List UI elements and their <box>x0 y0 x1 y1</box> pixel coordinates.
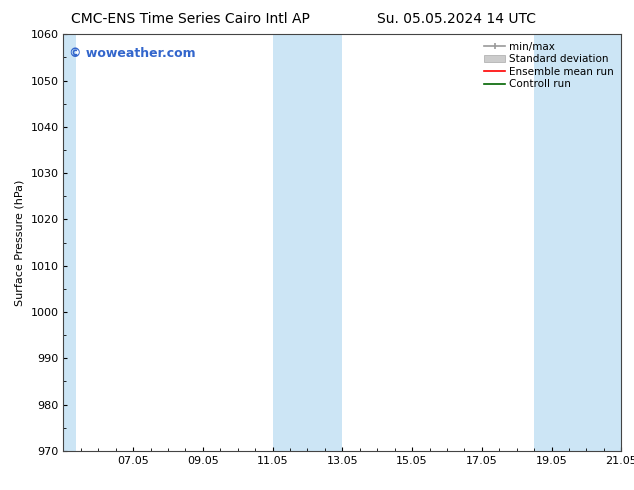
Legend: min/max, Standard deviation, Ensemble mean run, Controll run: min/max, Standard deviation, Ensemble me… <box>482 40 616 92</box>
Text: Su. 05.05.2024 14 UTC: Su. 05.05.2024 14 UTC <box>377 12 536 26</box>
Text: CMC-ENS Time Series Cairo Intl AP: CMC-ENS Time Series Cairo Intl AP <box>71 12 309 26</box>
Text: © woweather.com: © woweather.com <box>69 47 196 60</box>
Bar <box>63 34 75 451</box>
Bar <box>273 34 342 451</box>
Bar <box>534 34 621 451</box>
Y-axis label: Surface Pressure (hPa): Surface Pressure (hPa) <box>15 179 25 306</box>
